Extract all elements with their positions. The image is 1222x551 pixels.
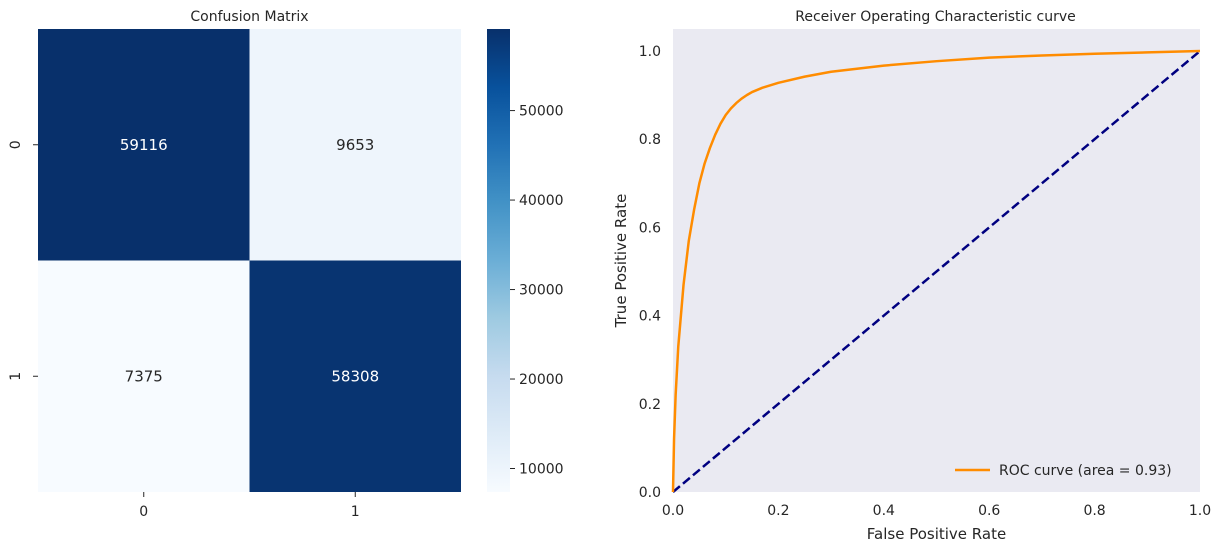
x-tick-label: 1 <box>351 504 360 520</box>
heatmap-cell-labels: 59116 9653 7375 58308 <box>120 136 379 386</box>
heatmap-y-ticks: 01 <box>8 140 38 381</box>
diagonal-reference-line <box>672 50 1201 493</box>
colorbar: 10000 20000 30000 40000 50000 <box>487 29 564 492</box>
plot-background <box>673 29 1200 492</box>
confusion-matrix-title: Confusion Matrix <box>190 9 308 25</box>
y-tick-label: 0.8 <box>639 132 661 148</box>
y-tick-label: 0.2 <box>639 397 661 413</box>
y-tick-label: 0.4 <box>639 309 661 325</box>
colorbar-tick-label: 10000 <box>519 462 564 478</box>
roc-series <box>671 49 1201 493</box>
x-axis-label: False Positive Rate <box>867 525 1006 543</box>
x-tick-label: 0.4 <box>873 503 895 519</box>
y-tick-label: 0.0 <box>639 485 661 501</box>
heatmap-cell <box>38 260 250 492</box>
x-tick-label: 0.2 <box>767 503 789 519</box>
roc-y-ticks: 0.0 0.2 0.4 0.6 0.8 1.0 <box>639 44 661 501</box>
colorbar-gradient <box>487 29 510 492</box>
x-tick-label: 1.0 <box>1189 503 1211 519</box>
roc-curve-line <box>671 49 1201 493</box>
roc-x-ticks: 0.0 0.2 0.4 0.6 0.8 1.0 <box>662 503 1211 519</box>
heatmap-cell-label: 58308 <box>331 367 379 385</box>
colorbar-tick-label: 40000 <box>519 193 564 209</box>
x-tick-label: 0.6 <box>978 503 1000 519</box>
roc-title: Receiver Operating Characteristic curve <box>795 9 1076 25</box>
x-tick-label: 0.0 <box>662 503 684 519</box>
heatmap-cell <box>249 29 461 261</box>
y-axis-label: True Positive Rate <box>612 194 630 329</box>
y-tick-label: 0 <box>8 140 24 149</box>
colorbar-ticks: 10000 20000 30000 40000 50000 <box>510 104 564 478</box>
y-tick-label: 0.6 <box>639 220 661 236</box>
x-tick-label: 0.8 <box>1083 503 1105 519</box>
colorbar-tick-label: 30000 <box>519 283 564 299</box>
y-tick-label: 1 <box>8 372 24 381</box>
heatmap-cells <box>38 29 461 492</box>
heatmap-cell-label: 9653 <box>336 136 374 154</box>
heatmap-cell <box>38 29 250 261</box>
y-tick-label: 1.0 <box>639 44 661 60</box>
heatmap-cell <box>249 260 461 492</box>
legend-label-roc: ROC curve (area = 0.93) <box>999 463 1172 479</box>
colorbar-tick-label: 50000 <box>519 104 564 120</box>
heatmap-cell-label: 7375 <box>125 367 163 385</box>
roc-panel: Receiver Operating Characteristic curve … <box>612 9 1211 543</box>
colorbar-tick-label: 20000 <box>519 372 564 388</box>
legend: ROC curve (area = 0.93) <box>955 463 1172 479</box>
x-tick-label: 0 <box>139 504 148 520</box>
heatmap-cell-label: 59116 <box>120 136 168 154</box>
